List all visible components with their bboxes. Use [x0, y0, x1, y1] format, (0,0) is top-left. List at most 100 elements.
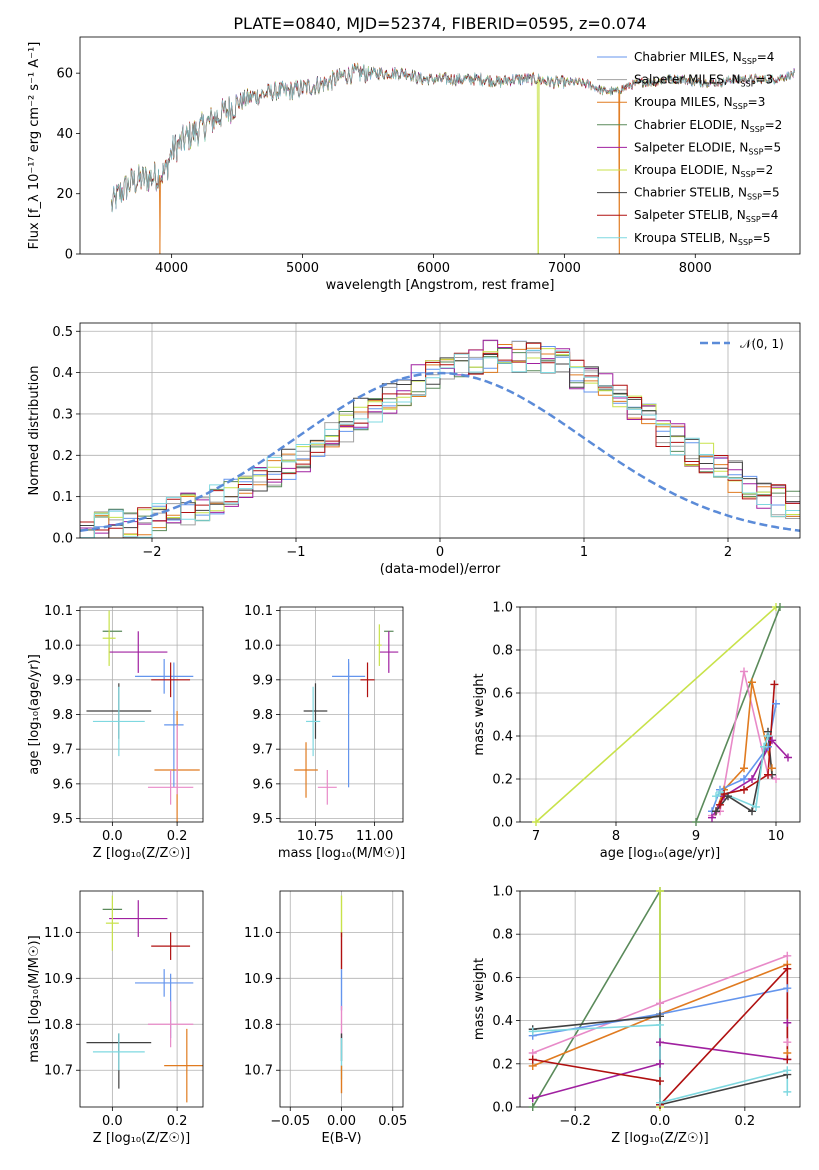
axes-frame [519, 606, 801, 823]
plot-area [111, 62, 796, 254]
weight-marker [692, 818, 700, 826]
data-point [109, 631, 168, 673]
y-tick-label: 0.4 [492, 730, 513, 745]
weight-marker [764, 732, 772, 740]
weight-marker [712, 807, 720, 816]
grid-lines [80, 607, 203, 822]
weight-marker [656, 1098, 664, 1107]
x-tick-label: 0.0 [102, 829, 123, 844]
weight-marker [656, 1012, 664, 1021]
x-tick-label: 0 [436, 545, 444, 560]
legend-label: Chabrier STELIB, NSSP=5 [634, 186, 780, 202]
data-point [164, 1028, 203, 1103]
weight-marker [528, 1055, 537, 1064]
x-tick-label: 0.00 [327, 1114, 356, 1129]
weight-marker [656, 1020, 664, 1029]
y-axis-label: mass [log₁₀(M/M☉)] [27, 935, 42, 1062]
x-axis-label: (data-model)/error [380, 562, 501, 577]
x-axis-label: Z [log₁₀(Z/Z☉)] [93, 1131, 190, 1146]
spectrum-line [111, 63, 796, 213]
grid-lines [80, 891, 203, 1107]
data-point [151, 662, 191, 698]
weight-marker [656, 999, 664, 1008]
data-point [92, 1033, 145, 1071]
weight-marker [716, 800, 724, 809]
y-tick-label: 9.9 [252, 673, 273, 688]
weight-marker [764, 770, 772, 779]
legend-label: Chabrier MILES, NSSP=4 [634, 50, 774, 66]
legend-label: Kroupa STELIB, NSSP=5 [634, 231, 771, 247]
y-tick-label: 9.5 [52, 812, 73, 827]
y-tick-label: 1.0 [492, 885, 513, 900]
weight-marker [783, 1055, 792, 1064]
data-point [376, 624, 382, 666]
y-tick-label: 0.4 [52, 366, 73, 381]
x-tick-label: 4000 [155, 261, 188, 276]
weight-marker [760, 742, 768, 751]
data-point [306, 686, 321, 757]
x-tick-label: 11.00 [356, 829, 393, 844]
y-tick-label: 0.5 [52, 325, 73, 340]
weight-marker [783, 1066, 792, 1075]
x-tick-label: 5000 [286, 261, 319, 276]
plot-area [294, 624, 399, 805]
data-point [317, 769, 337, 805]
y-tick-label: 10.1 [44, 604, 73, 619]
y-tick-label: 9.6 [52, 777, 73, 792]
x-tick-label: 10 [768, 829, 785, 844]
x-tick-label: −1 [286, 545, 305, 560]
y-tick-label: 10.7 [44, 1064, 73, 1079]
y-tick-label: 0.3 [52, 407, 73, 422]
x-tick-label: 1 [580, 545, 588, 560]
weight-marker [783, 1087, 792, 1096]
weight-marker [656, 1038, 664, 1047]
x-axis-label: Z [log₁₀(Z/Z☉)] [611, 1131, 708, 1146]
data-point [135, 969, 194, 997]
residual-histogram [80, 342, 800, 538]
weight-marker [772, 775, 780, 783]
axes-frame [79, 890, 204, 1108]
y-tick-label: 9.7 [52, 743, 73, 758]
weight-marker [770, 680, 779, 689]
y-tick-label: 9.8 [52, 708, 73, 723]
y-tick-label: 40 [56, 127, 73, 142]
data-point [109, 900, 168, 937]
axes-frame [79, 36, 801, 255]
y-tick-label: 11.0 [244, 926, 273, 941]
axes-frame [279, 890, 404, 1108]
axes-weight-vs-age: 7 8 9 10 0.0 0.2 0.4 0.6 0.8 1.0 age [log₁₀(age/yr… [472, 601, 801, 861]
weight-marker [748, 775, 756, 783]
weight-marker [656, 887, 664, 895]
y-tick-label: 10.8 [244, 1018, 273, 1033]
data-point [379, 631, 399, 673]
x-tick-label: 0.2 [167, 1114, 188, 1129]
y-tick-label: 0.0 [492, 1101, 513, 1116]
y-tick-label: 9.9 [52, 673, 73, 688]
x-tick-label: 8 [612, 829, 620, 844]
data-point [102, 610, 116, 666]
weight-marker [656, 1077, 664, 1086]
x-tick-label: 8000 [679, 261, 712, 276]
gaussian-curve [80, 371, 800, 533]
y-tick-label: 0.8 [492, 928, 513, 943]
weight-marker [783, 951, 792, 960]
x-tick-label: −0.05 [270, 1114, 310, 1129]
axes-frame [79, 606, 204, 823]
data-point [147, 769, 194, 805]
axes-mass-vs-EBV: −0.05 0.00 0.05 10.7 10.8 10.9 11.0 E(B-V) [244, 890, 407, 1146]
y-tick-label: 0.6 [492, 687, 513, 702]
weight-marker [776, 603, 784, 611]
grid-lines [280, 607, 403, 822]
data-point [92, 686, 145, 757]
x-tick-label: 2 [724, 545, 732, 560]
weight-marker [740, 667, 748, 676]
legend-label: Salpeter ELODIE, NSSP=5 [634, 140, 781, 156]
axes-frame [279, 606, 404, 823]
weight-marker [748, 807, 756, 816]
weight-marker [532, 818, 540, 826]
legend-label: Salpeter STELIB, NSSP=4 [634, 208, 778, 224]
x-axis-label: wavelength [Angstrom, rest frame] [326, 278, 555, 293]
data-point [151, 932, 191, 960]
axes-residuals: −2 −1 0 1 2 0.0 0.1 0.2 0.3 0.4 0.5 (data-model)/er… [27, 322, 801, 577]
